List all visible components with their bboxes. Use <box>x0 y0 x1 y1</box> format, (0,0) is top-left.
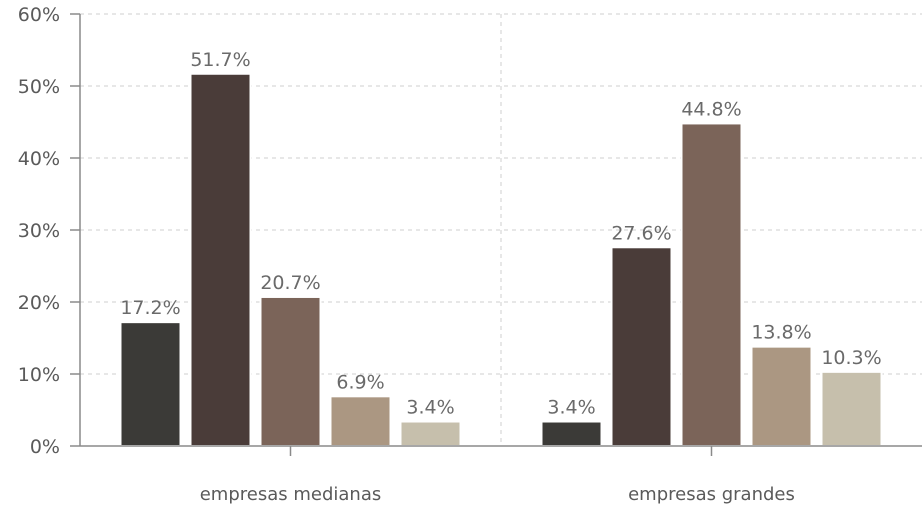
data-label: 10.3% <box>821 347 881 369</box>
bar <box>540 420 603 447</box>
y-tick-label: 40% <box>18 148 60 170</box>
bar <box>399 420 462 447</box>
data-label: 27.6% <box>611 222 671 244</box>
y-tick-label: 50% <box>18 76 60 98</box>
y-tick-label: 20% <box>18 292 60 314</box>
bar <box>259 295 322 447</box>
bar <box>119 321 182 447</box>
bar <box>820 370 883 447</box>
labels: 0% 10% 20% 30% 40% 50% 60% 17.2% 51.7% 20.7% 6.9% 3… <box>18 4 882 505</box>
bar <box>680 122 743 447</box>
y-tick-label: 30% <box>18 220 60 242</box>
data-label: 20.7% <box>260 272 320 294</box>
data-label: 13.8% <box>751 322 811 344</box>
data-label: 17.2% <box>120 297 180 319</box>
bars <box>119 72 883 448</box>
data-label: 3.4% <box>406 397 454 419</box>
bar <box>189 72 252 447</box>
data-label: 6.9% <box>336 371 384 393</box>
axes <box>70 13 922 456</box>
gridlines <box>80 13 922 446</box>
y-tick-label: 0% <box>30 436 60 458</box>
bar <box>610 246 673 447</box>
category-label: empresas medianas <box>200 484 382 505</box>
data-label: 3.4% <box>547 397 595 419</box>
bar <box>750 345 813 448</box>
data-label: 44.8% <box>681 98 741 120</box>
data-label: 51.7% <box>190 49 250 71</box>
y-tick-label: 10% <box>18 364 60 386</box>
category-label: empresas grandes <box>628 484 795 505</box>
bar <box>329 395 392 448</box>
y-tick-label: 60% <box>18 4 60 26</box>
